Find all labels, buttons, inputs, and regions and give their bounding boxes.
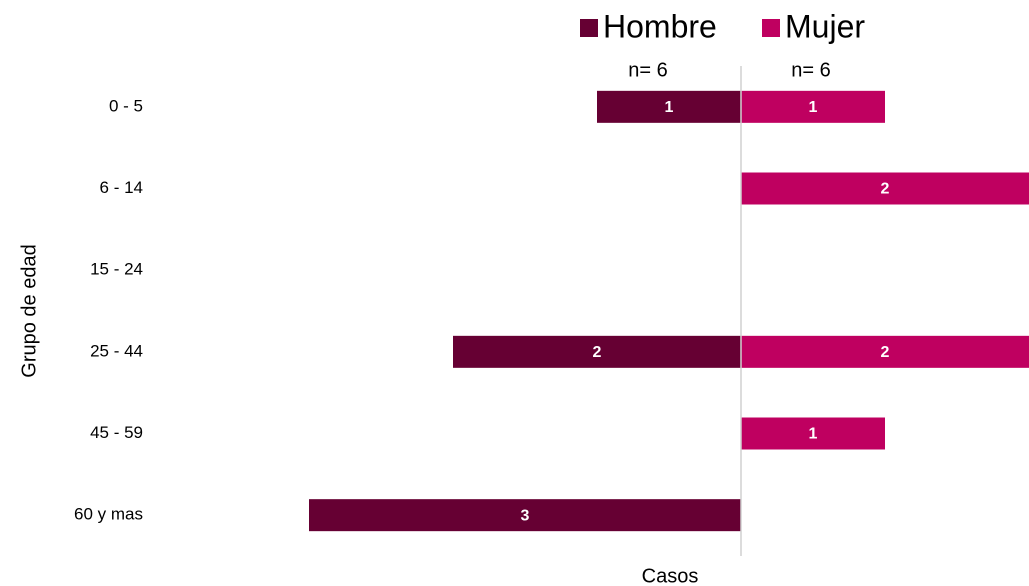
bar [597,90,741,123]
bar-value-label: 1 [809,99,818,116]
bar-value-label: 2 [881,181,890,198]
y-tick-label: 15 - 24 [90,260,143,279]
bar-value-label: 1 [809,426,818,443]
y-tick-label: 0 - 5 [109,96,143,115]
y-axis-label: Grupo de edad [18,244,40,377]
bar [309,499,741,532]
y-tick-label: 25 - 44 [90,341,143,360]
bar [741,335,1029,368]
legend-label: Mujer [785,8,865,44]
legend-swatch [580,19,598,37]
y-tick-label: 6 - 14 [100,178,143,197]
bar [453,335,741,368]
y-tick-label: 45 - 59 [90,423,143,442]
bar-value-label: 1 [665,99,674,116]
bar-value-label: 3 [521,507,530,524]
bar [741,90,885,123]
bar [741,417,885,450]
bar-value-label: 2 [881,344,890,361]
x-axis-label: Casos [642,565,699,586]
legend-swatch [762,19,780,37]
bar [741,172,1029,205]
annotation: n= 6 [628,59,667,81]
annotation: n= 6 [791,59,830,81]
y-tick-label: 60 y mas [74,505,143,524]
bar-value-label: 2 [593,344,602,361]
legend-label: Hombre [603,8,717,44]
